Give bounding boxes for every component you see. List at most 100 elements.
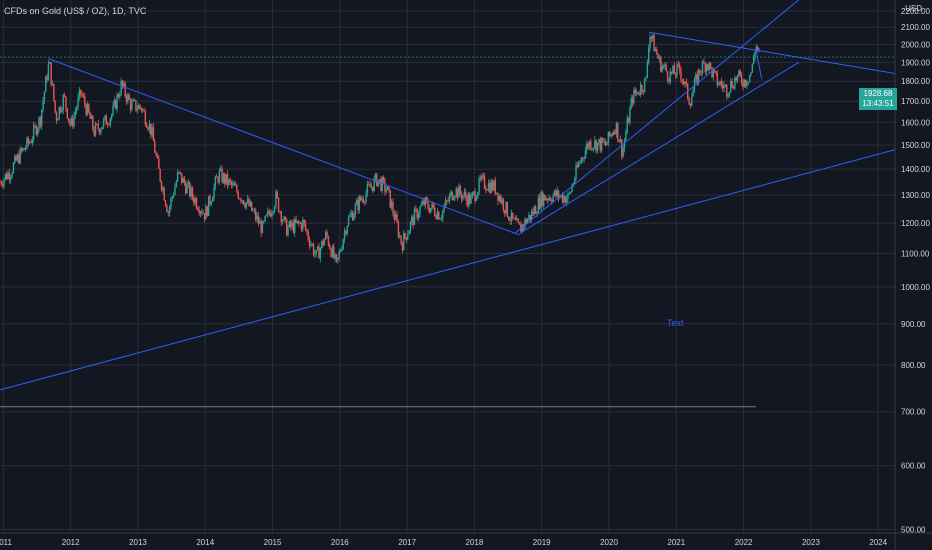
candle-body — [643, 78, 646, 92]
candle-body — [451, 191, 453, 201]
candle-body — [719, 81, 721, 85]
candle-body — [12, 163, 15, 174]
candle-body — [253, 210, 256, 212]
candle-body — [368, 184, 370, 186]
candle-body — [362, 199, 365, 202]
candle-body — [390, 201, 393, 208]
trendline[interactable] — [514, 0, 804, 234]
candle-body — [109, 118, 112, 125]
candle-body — [623, 140, 626, 149]
y-tick-label: 2000.00 — [901, 40, 930, 49]
candle-body — [700, 72, 702, 74]
candle-body — [607, 131, 610, 143]
candle-body — [608, 131, 611, 137]
candle-body — [586, 143, 588, 151]
candle-body — [600, 137, 603, 151]
candle-body — [6, 173, 8, 180]
candle-body — [201, 211, 203, 214]
candle-body — [98, 129, 101, 134]
candle-body — [121, 80, 124, 87]
candle-body — [350, 213, 352, 216]
candle-body — [708, 62, 710, 71]
candle-body — [397, 222, 400, 237]
candle-body — [730, 81, 732, 92]
candle-body — [76, 107, 78, 112]
candle-body — [268, 210, 270, 214]
candle-body — [555, 190, 557, 197]
candle-body — [672, 65, 674, 74]
candle-body — [236, 185, 238, 192]
candle-body — [735, 77, 737, 81]
candle-body — [610, 134, 612, 137]
candle-body — [514, 218, 517, 221]
candle-body — [218, 170, 221, 182]
y-tick-label: 1100.00 — [901, 250, 930, 259]
candle-body — [747, 81, 750, 84]
candle-body — [463, 191, 466, 196]
candle-body — [591, 148, 593, 150]
candle-body — [4, 173, 7, 180]
candle-body — [407, 234, 409, 240]
candle-body — [132, 100, 134, 102]
candle-body — [456, 188, 459, 198]
currency-unit-label[interactable]: USD — [905, 4, 922, 13]
candle-body — [557, 190, 560, 198]
candle-body — [510, 212, 513, 221]
candle-body — [67, 118, 70, 121]
candle-body — [487, 183, 490, 191]
candle-body — [207, 196, 210, 216]
candle-body — [419, 206, 421, 215]
text-annotation[interactable]: Text — [667, 318, 684, 328]
candle-body — [495, 192, 498, 194]
candle-body — [541, 192, 544, 206]
candle-body — [316, 246, 319, 251]
candle-body — [408, 230, 410, 235]
candle-body — [267, 210, 269, 215]
trendline[interactable] — [649, 31, 895, 74]
candle-body — [347, 217, 350, 226]
trendline[interactable] — [519, 61, 800, 234]
candle-body — [448, 195, 451, 202]
candle-body — [320, 240, 323, 249]
candle-body — [106, 124, 109, 126]
candle-body — [551, 200, 553, 202]
candle-body — [413, 208, 416, 226]
candle-body — [534, 206, 537, 214]
candle-body — [695, 74, 697, 80]
symbol-legend[interactable]: CFDs on Gold (US$ / OZ), 1D, TVC — [4, 6, 147, 16]
candle-body — [411, 216, 413, 222]
candle-body — [154, 141, 156, 153]
candle-body — [650, 36, 653, 39]
candle-body — [84, 96, 86, 105]
candle-body — [499, 195, 502, 203]
candle-body — [595, 140, 597, 152]
candle-body — [517, 218, 519, 223]
trendline[interactable] — [0, 149, 895, 391]
candle-body — [580, 157, 583, 163]
trendline[interactable] — [48, 58, 520, 236]
candle-body — [303, 219, 305, 224]
candle-body — [742, 82, 744, 87]
candle-body — [380, 178, 382, 191]
candle-body — [564, 196, 566, 203]
candle-body — [656, 49, 658, 55]
candle-body — [452, 198, 455, 201]
candle-body — [85, 104, 87, 115]
candle-body — [97, 123, 99, 130]
candle-body — [475, 197, 478, 201]
candle-body — [41, 109, 43, 126]
candle-body — [61, 110, 63, 112]
candle-body — [63, 95, 66, 97]
candle-body — [740, 75, 743, 83]
candle-body — [544, 194, 546, 201]
trendline[interactable] — [755, 48, 763, 80]
candle-body — [351, 213, 354, 221]
candle-body — [284, 216, 287, 220]
candle-body — [11, 173, 13, 177]
candle-body — [435, 215, 437, 219]
candle-body — [427, 200, 429, 209]
candle-body — [224, 173, 226, 184]
candle-body — [43, 91, 46, 101]
